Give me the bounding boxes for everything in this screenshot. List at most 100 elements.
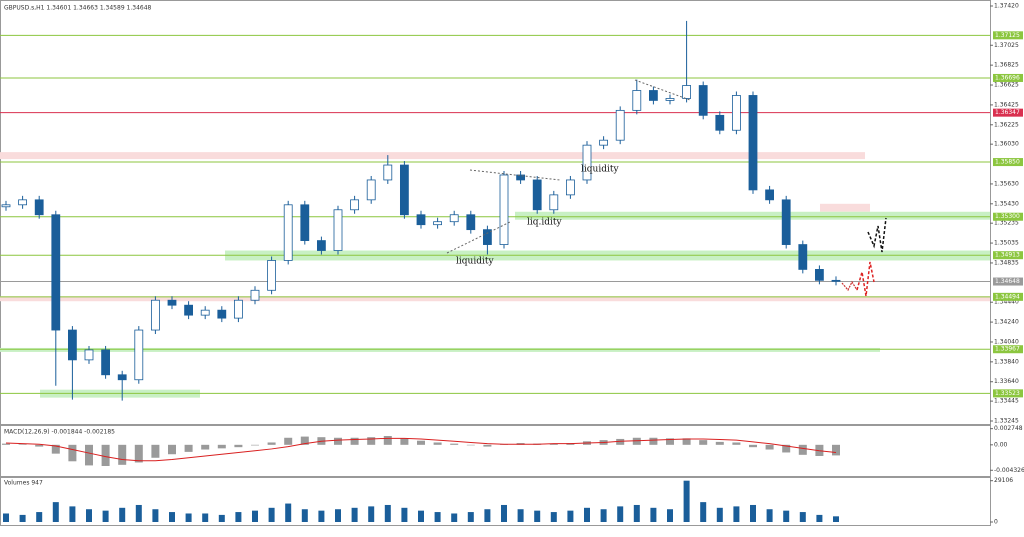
volume-bar (102, 510, 109, 522)
zone (515, 211, 990, 220)
volume-panel (0, 477, 991, 526)
volume-bar (185, 513, 192, 522)
candle-body (566, 179, 575, 196)
volume-bar (716, 507, 723, 522)
y-tick-label: 1.34440 (994, 299, 1019, 306)
candle-body (300, 204, 310, 241)
volume-title: Volumes 947 (4, 480, 43, 487)
candle-body (599, 139, 608, 146)
candle-body (499, 174, 509, 245)
projection-arrow (856, 261, 875, 297)
macd-bar (350, 437, 359, 445)
level-label: 1.35300 (995, 213, 1020, 220)
candle-body (615, 109, 625, 141)
projection-arrow (867, 217, 887, 253)
volume-bar (667, 509, 673, 522)
volume-bar (384, 504, 391, 522)
candle-body (831, 279, 841, 282)
volume-bar (351, 507, 358, 522)
candle-body (433, 221, 443, 226)
macd-bar (616, 438, 625, 445)
y-tick-label: 0 (994, 519, 998, 526)
volume-bar (567, 510, 574, 522)
candle-body (84, 349, 94, 361)
candle-body (233, 299, 243, 319)
y-tick-label: 1.36425 (994, 101, 1019, 108)
candle-body (449, 214, 459, 223)
macd-bar (682, 438, 691, 445)
volume-bar (750, 504, 756, 522)
zone (0, 296, 990, 302)
y-tick-label: -0.004326 (994, 467, 1024, 474)
macd-bar (267, 442, 276, 445)
y-tick-label: 29106 (994, 477, 1013, 484)
candle-body (765, 189, 774, 201)
macd-bar (450, 443, 459, 445)
zone (820, 203, 870, 212)
macd-bar (782, 444, 791, 453)
zone (0, 152, 865, 160)
candle-body (68, 329, 77, 361)
candle-body (383, 164, 393, 181)
y-tick-label: 1.36225 (994, 121, 1019, 128)
volume-bar (617, 506, 624, 522)
candle-body (34, 199, 44, 216)
level-label: 1.33523 (995, 390, 1020, 397)
y-tick-label: 1.37025 (994, 42, 1019, 49)
candle-body (167, 299, 177, 306)
macd-bar (483, 444, 492, 447)
candle-body (682, 85, 691, 99)
candle-body (150, 299, 160, 331)
volume-bar (169, 512, 175, 522)
level-label-bg (993, 345, 1023, 354)
candle-body (267, 260, 277, 291)
y-tick-label: 1.33840 (994, 358, 1019, 365)
level-label-bg (993, 158, 1023, 167)
macd-panel (0, 425, 991, 477)
level-label: 1.34494 (995, 293, 1020, 300)
macd-bar (334, 437, 342, 445)
volume-bar (683, 480, 690, 522)
y-tick-label: 1.36030 (994, 141, 1019, 148)
volume-bar (318, 510, 325, 522)
level-label: 1.35850 (995, 159, 1020, 166)
volume-bar (700, 502, 707, 522)
candle-body (649, 90, 658, 101)
level-label: 1.34648 (995, 278, 1020, 285)
level-label: 1.33967 (995, 346, 1020, 353)
candle-body (134, 329, 144, 381)
volume-bar (301, 509, 308, 522)
volume-bar (252, 510, 258, 522)
level-label: 1.36696 (995, 74, 1020, 81)
macd-bar (201, 444, 210, 450)
volume-bar (451, 513, 458, 522)
macd-bar (649, 437, 658, 445)
volume-bar (268, 507, 275, 522)
macd-bar (101, 444, 110, 466)
macd-bar (300, 436, 309, 445)
macd-bar (765, 444, 774, 450)
candle-body (466, 214, 476, 231)
candle-body (732, 95, 741, 131)
annotation: liquidity (581, 165, 619, 175)
macd-title: MACD(12,26,9) -0.001844 -0.002185 (4, 429, 115, 436)
y-tick-label: 1.35430 (994, 200, 1019, 207)
candle-body (482, 229, 492, 245)
candle-body (200, 309, 210, 316)
y-tick-label: 1.33245 (994, 418, 1019, 425)
volume-bar (418, 510, 424, 522)
macd-bar (35, 444, 44, 447)
volume-bar (135, 504, 142, 522)
volume-bar (86, 509, 92, 522)
macd-bar (749, 444, 757, 448)
candle-body (815, 269, 824, 281)
level-label-bg (993, 31, 1023, 40)
candle-body (698, 85, 708, 116)
y-tick-label: 1.36825 (994, 62, 1019, 69)
volume-bar (19, 514, 26, 522)
candle-body (250, 289, 260, 301)
macd-bar (383, 436, 392, 445)
volume-bar (783, 510, 790, 522)
volume-bar (36, 512, 43, 522)
volume-bar (600, 509, 607, 522)
